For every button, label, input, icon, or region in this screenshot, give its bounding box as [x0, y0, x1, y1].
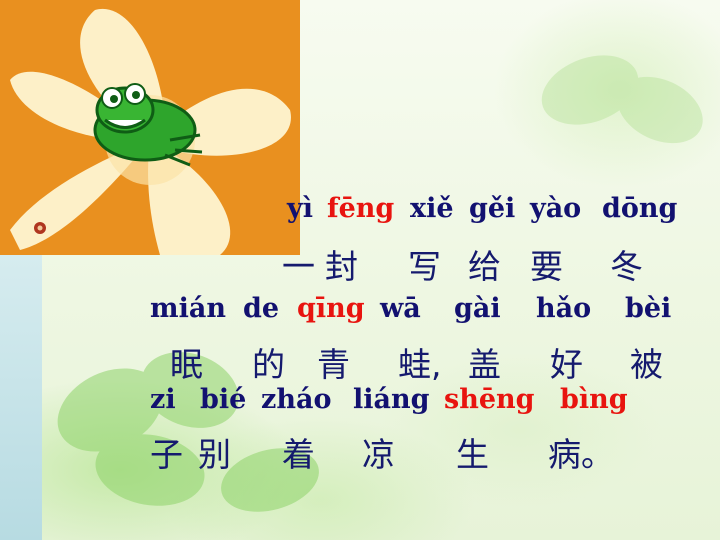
pinyin-1-3: xiě	[410, 193, 454, 224]
pinyin-1-2: fēng	[327, 193, 395, 224]
hanzi-1-1: 一	[282, 247, 315, 286]
pinyin-1-5: yào	[530, 193, 582, 224]
pinyin-2-2: de	[243, 293, 280, 324]
hanzi-2-4: 蛙,	[398, 345, 442, 384]
hanzi-1-2: 封	[325, 247, 358, 286]
frog-icon	[93, 83, 203, 167]
pinyin-2-1: mián	[150, 293, 226, 324]
left-stripe	[0, 255, 42, 540]
hanzi-2-1: 眠	[170, 345, 203, 384]
hanzi-3-5: 生	[456, 435, 489, 474]
pinyin-1-6: dōng	[602, 193, 678, 224]
pinyin-3-5: shēng	[444, 384, 535, 415]
pinyin-1-1: yì	[287, 193, 313, 224]
hanzi-1-5: 要	[530, 247, 563, 286]
hanzi-3-6: 病。	[548, 435, 614, 474]
pinyin-3-2: bié	[200, 384, 247, 415]
clover-icon	[541, 55, 703, 144]
hanzi-2-3: 青	[317, 345, 350, 384]
pinyin-3-3: zháo	[261, 384, 332, 415]
hanzi-2-5: 盖	[468, 345, 501, 384]
pinyin-3-6: bìng	[560, 384, 628, 415]
flower-icon	[0, 0, 300, 255]
hanzi-2-7: 被	[630, 345, 663, 384]
pinyin-3-4: liáng	[353, 384, 430, 415]
small-flower-icon	[34, 222, 46, 234]
pinyin-2-5: gài	[454, 293, 501, 324]
hanzi-3-2: 别	[198, 435, 231, 474]
clover-icon	[57, 352, 319, 512]
hanzi-3-3: 着	[282, 435, 315, 474]
pinyin-1-4: gěi	[469, 193, 516, 224]
pinyin-2-6: hǎo	[536, 293, 592, 324]
hanzi-1-6: 冬	[610, 247, 643, 286]
hanzi-2-2: 的	[252, 345, 285, 384]
pinyin-2-4: wā	[380, 293, 421, 324]
hanzi-3-4: 凉	[362, 435, 395, 474]
hanzi-3-1: 子	[150, 435, 183, 474]
pinyin-3-1: zi	[150, 384, 176, 415]
pinyin-2-3: qīng	[297, 293, 365, 324]
pinyin-2-7: bèi	[625, 293, 672, 324]
hanzi-1-3: 写	[408, 247, 441, 286]
hanzi-1-4: 给	[468, 247, 501, 286]
hanzi-2-6: 好	[550, 345, 583, 384]
